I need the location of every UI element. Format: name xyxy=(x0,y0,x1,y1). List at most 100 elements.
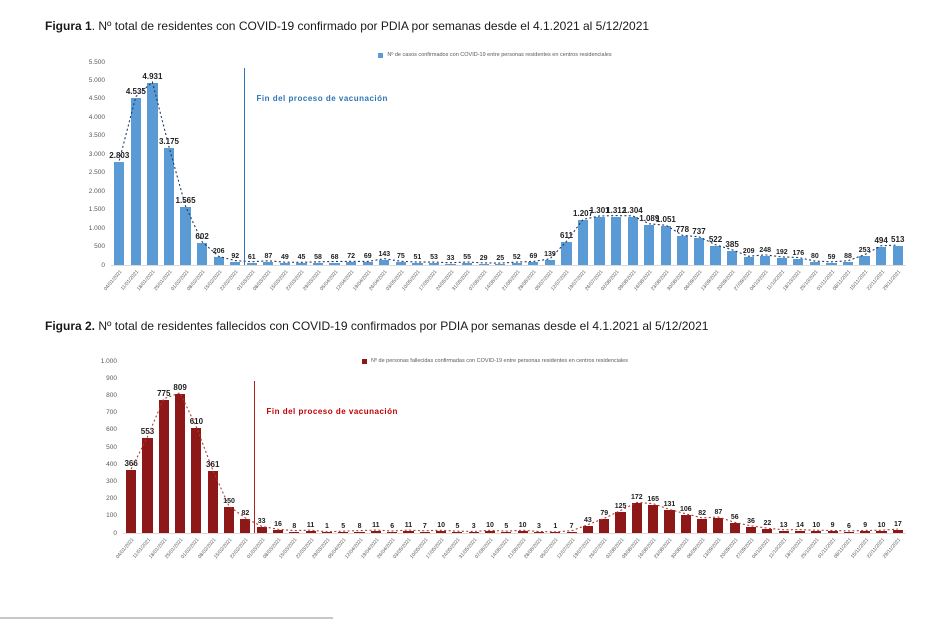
bar-value-label: 87 xyxy=(714,509,723,517)
bar-value-label: 366 xyxy=(124,459,138,469)
bar-value-label: 8 xyxy=(357,522,362,530)
bar xyxy=(175,393,186,533)
bar-slot: 22 xyxy=(759,361,775,533)
bars-row: 366 553 775 809 610 361 150 82 33 16 8 11 1 5 8 11 6 11 7 1… xyxy=(123,361,906,533)
bar-slot: 165 xyxy=(645,361,661,533)
bar-value-label: 209 xyxy=(742,248,755,256)
bar xyxy=(256,527,267,533)
bar-slot: 3 xyxy=(531,361,547,533)
bar xyxy=(478,263,489,265)
bar xyxy=(811,531,822,533)
figure1-legend: Nº de casos confirmados con COVID-19 ent… xyxy=(75,52,915,58)
figure2-legend: Nº de personas fallecidas confirmadas co… xyxy=(75,358,915,364)
bar-value-label: 45 xyxy=(297,254,306,262)
bar xyxy=(387,531,398,533)
bar-slot: 209 xyxy=(740,62,757,265)
bar-slot: 602 xyxy=(194,62,211,265)
bar-slot: 143 xyxy=(376,62,393,265)
bar-slot: 366 xyxy=(123,361,139,533)
bar xyxy=(611,216,622,265)
bar xyxy=(876,531,887,533)
bar-value-label: 494 xyxy=(874,235,888,245)
bar-slot: 80 xyxy=(807,62,824,265)
bar-slot: 51 xyxy=(409,62,426,265)
bar-value-label: 92 xyxy=(231,252,240,260)
bar xyxy=(191,428,202,533)
bar-value-label: 14 xyxy=(796,521,804,529)
bar-value-label: 809 xyxy=(173,382,187,392)
bar xyxy=(263,261,274,265)
bar-slot: 1.565 xyxy=(176,62,196,265)
bar-slot: 611 xyxy=(558,62,575,265)
bar xyxy=(680,514,691,533)
bar-slot: 8 xyxy=(286,361,302,533)
bar-slot: 92 xyxy=(227,62,244,265)
bar-slot: 4.931 xyxy=(142,62,162,265)
figure1-title: Figura 1. Nº total de residentes con COV… xyxy=(45,19,649,33)
bar xyxy=(842,261,854,265)
vaccination-end-annotation: Fin del proceso de vacunación xyxy=(256,94,388,103)
bar-value-label: 56 xyxy=(730,514,739,522)
bar xyxy=(664,510,675,533)
bar xyxy=(296,263,307,265)
bar-value-label: 79 xyxy=(600,510,609,518)
bar xyxy=(793,258,804,265)
bar xyxy=(445,263,456,265)
bar-value-label: 192 xyxy=(775,248,788,256)
bar-slot: 49 xyxy=(277,62,294,265)
bar xyxy=(660,226,671,265)
bar-slot: 150 xyxy=(221,361,237,533)
bar-slot: 1.304 xyxy=(623,62,643,265)
vaccination-end-line xyxy=(253,381,255,533)
bar-slot: 248 xyxy=(757,62,774,265)
bar-slot: 6 xyxy=(384,361,400,533)
bar xyxy=(892,530,903,533)
y-axis-tick-label: 800 xyxy=(106,391,117,399)
bar-slot: 45 xyxy=(293,62,310,265)
bar-slot: 553 xyxy=(139,361,155,533)
bar-slot: 775 xyxy=(156,361,172,533)
bar-value-label: 22 xyxy=(763,520,772,528)
bar xyxy=(627,216,638,265)
bar-slot: 131 xyxy=(661,361,677,533)
bar-value-label: 4.535 xyxy=(125,86,146,96)
bar-value-label: 165 xyxy=(647,495,659,503)
bar-value-label: 611 xyxy=(560,231,573,241)
bar-slot: 43 xyxy=(580,361,596,533)
bar xyxy=(196,242,208,265)
bar-slot: 106 xyxy=(678,361,694,533)
bars-row: 2.803 4.535 4.931 3.175 1.565 602 206 92 61 87 49 4… xyxy=(109,62,906,265)
bar-slot: 4.535 xyxy=(125,62,146,265)
bar-value-label: 61 xyxy=(247,253,256,261)
bar-value-label: 1 xyxy=(324,523,329,530)
bar-slot: 5 xyxy=(498,361,514,533)
y-axis: 5.500 5.000 4.500 4.000 3.500 3.000 2.500 2.000… xyxy=(75,59,111,269)
bar xyxy=(461,262,473,265)
y-axis-tick-label: 1.000 xyxy=(100,357,117,365)
bar xyxy=(644,224,655,265)
bar-value-label: 51 xyxy=(413,254,422,262)
bar xyxy=(213,257,224,265)
y-axis-tick-label: 2.500 xyxy=(88,169,105,177)
bar xyxy=(279,263,291,265)
bar xyxy=(428,263,440,265)
bar-slot: 55 xyxy=(459,62,476,265)
bar xyxy=(843,531,854,533)
bar-slot: 72 xyxy=(343,62,360,265)
bar xyxy=(362,262,373,265)
bar xyxy=(346,262,357,265)
figure1-legend-label: Nº de casos confirmados con COVID-19 ent… xyxy=(387,52,612,58)
bar xyxy=(272,530,284,533)
figure2-chart: Nº de personas fallecidas confirmadas co… xyxy=(75,352,915,570)
bar xyxy=(419,531,430,533)
bar xyxy=(163,147,175,265)
bar-value-label: 253 xyxy=(858,246,871,254)
y-axis-tick-label: 500 xyxy=(94,243,105,251)
bar-slot: 385 xyxy=(724,62,741,265)
bar xyxy=(321,532,332,533)
bar xyxy=(223,507,235,533)
bar xyxy=(289,531,300,533)
figure2-title: Figura 2. Nº total de residentes falleci… xyxy=(45,319,708,333)
bar-slot: 10 xyxy=(515,361,531,533)
bar xyxy=(484,531,496,533)
